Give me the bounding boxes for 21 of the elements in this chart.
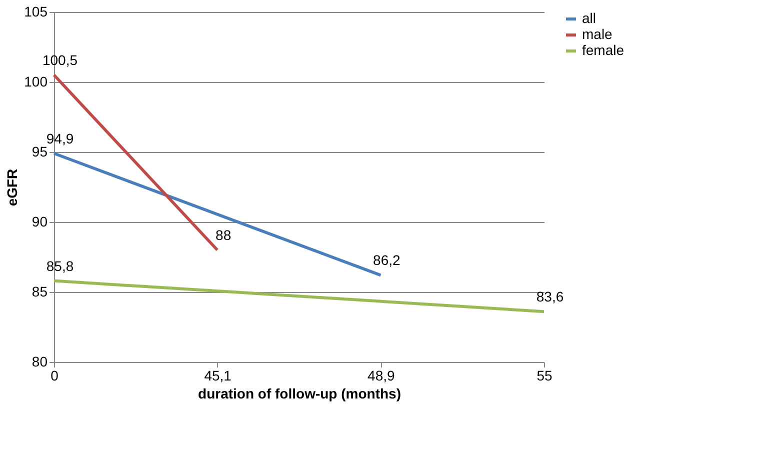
y-tick-label: 95 [32,144,48,160]
data-label: 88 [216,227,232,243]
x-axis-title: duration of follow-up (months) [198,386,401,402]
data-label: 100,5 [42,52,78,68]
x-tick-label: 55 [536,368,552,384]
y-tick-label: 90 [32,214,48,230]
data-label: 83,6 [536,288,564,305]
legend-label: female [582,42,624,58]
legend-label: male [582,26,613,42]
y-tick-label: 80 [32,354,48,370]
data-label: 86,2 [373,252,401,268]
x-tick-label: 45,1 [204,368,232,384]
y-tick-label: 105 [24,4,48,20]
x-tick-label: 0 [50,368,59,384]
data-label: 94,9 [46,130,74,146]
y-tick-label: 85 [32,284,48,300]
x-tick-label: 48,9 [368,368,396,384]
data-label: 85,8 [46,258,74,274]
legend-label: all [582,10,596,26]
y-tick-label: 100 [24,74,48,90]
y-axis-title: eGFR [4,168,20,206]
